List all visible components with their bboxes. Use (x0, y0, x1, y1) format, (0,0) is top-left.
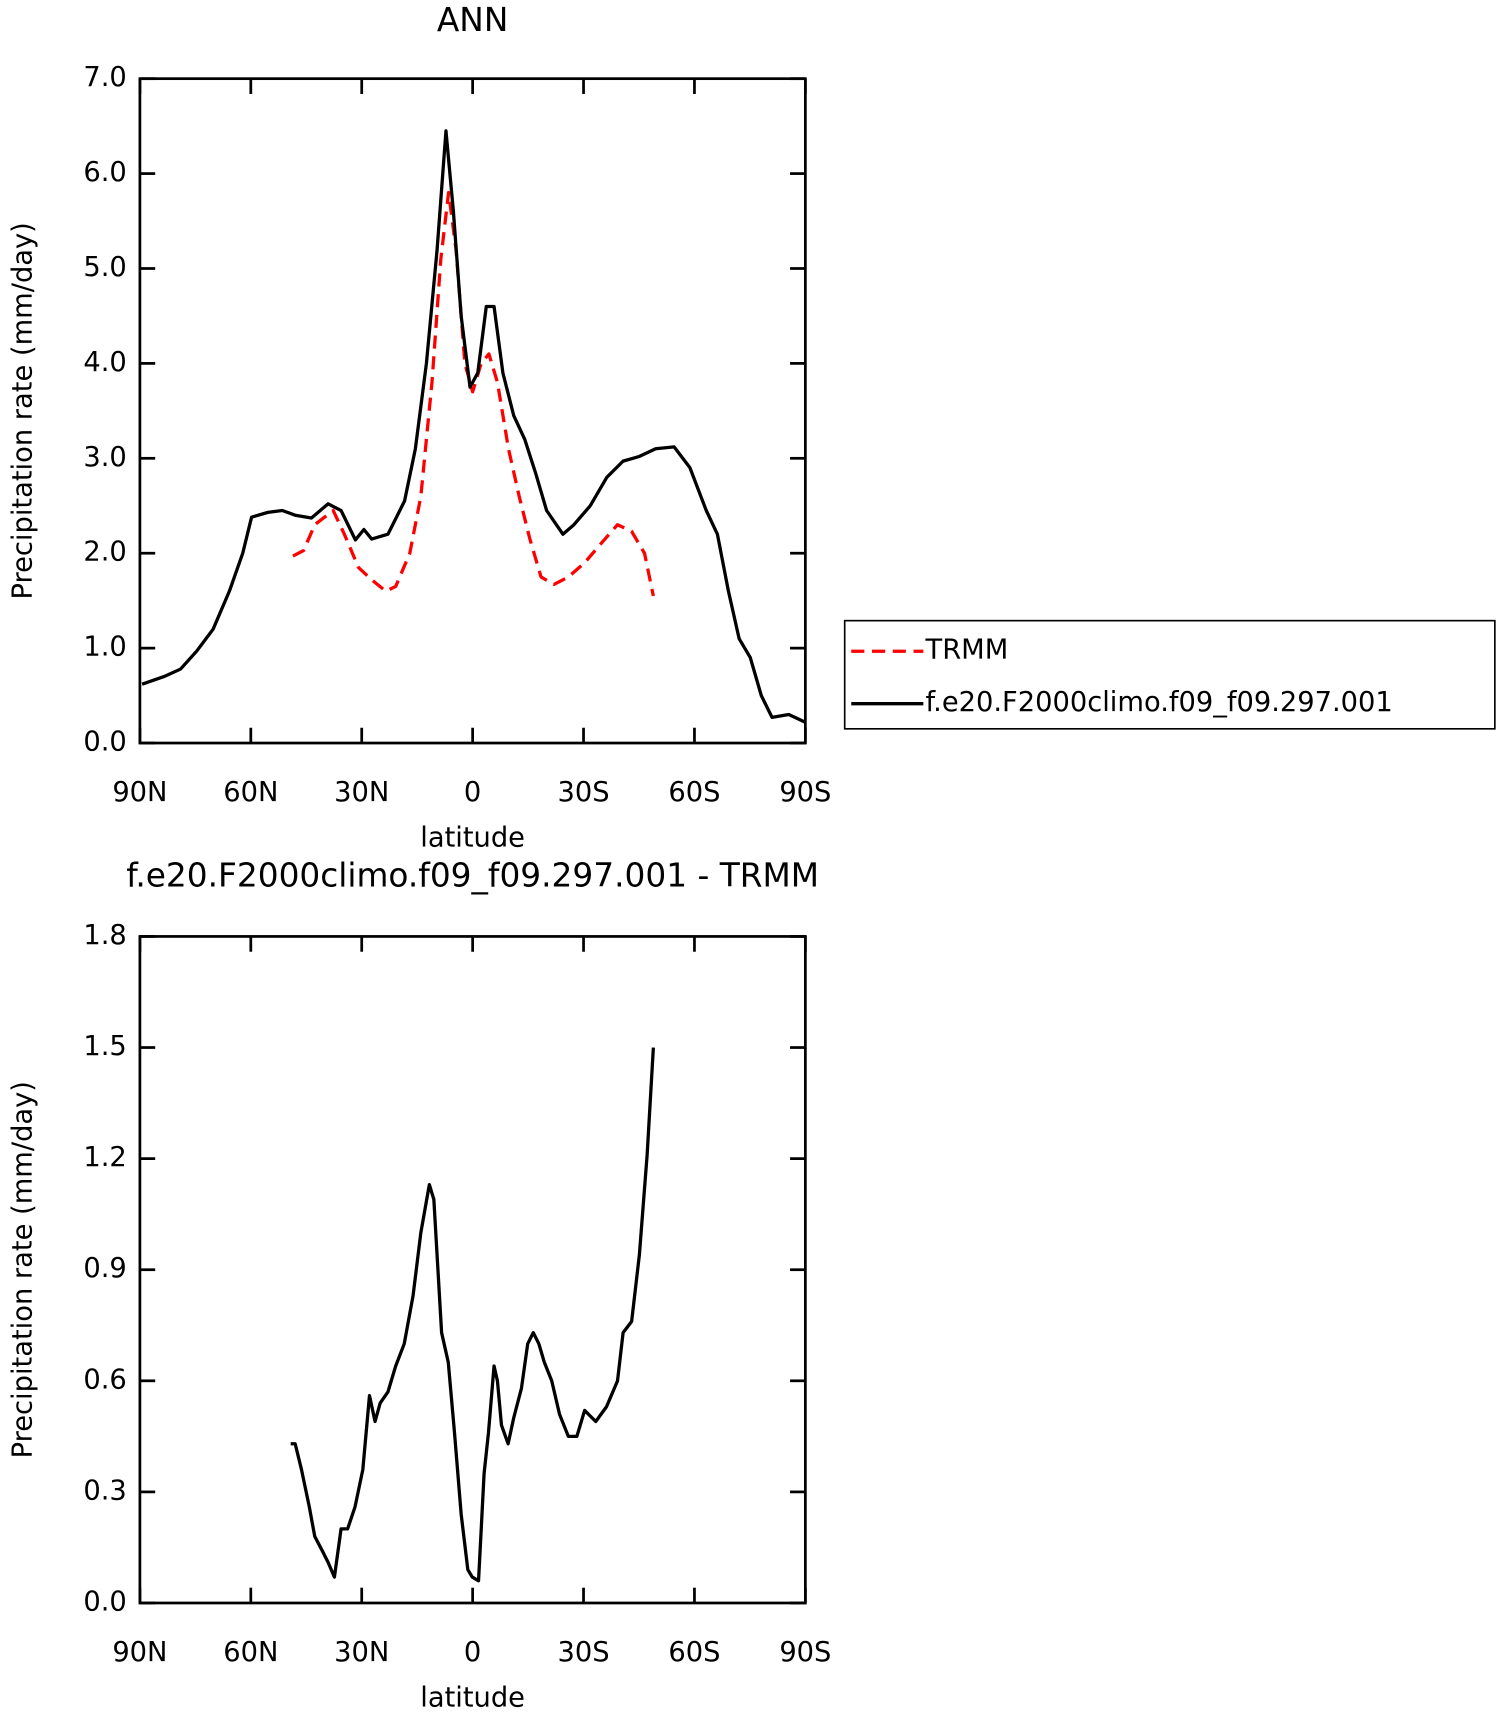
x-tick-label: 0 (464, 777, 481, 808)
data-line (141, 129, 806, 724)
x-axis-label: latitude (420, 823, 525, 854)
x-axis-label: latitude (420, 1683, 525, 1714)
y-tick-label: 0.0 (83, 1586, 126, 1617)
x-tick-label: 30S (558, 1637, 610, 1668)
data-line (292, 190, 655, 597)
x-tick-label: 90N (112, 1637, 167, 1668)
y-tick-label: 4.0 (83, 347, 126, 378)
x-tick-label: 30S (558, 777, 610, 808)
x-tick-label: 90N (112, 777, 167, 808)
y-tick-label: 0.3 (83, 1475, 126, 1506)
x-tick-label: 30N (334, 777, 389, 808)
y-tick-label: 0.9 (83, 1253, 126, 1284)
y-tick-label: 1.8 (83, 920, 126, 951)
y-tick-label: 1.2 (83, 1142, 126, 1173)
y-tick-label: 2.0 (83, 537, 126, 568)
x-tick-label: 60N (223, 1637, 278, 1668)
x-tick-label: 60S (668, 1637, 720, 1668)
y-tick-label: 5.0 (83, 252, 126, 283)
chart-title: f.e20.F2000climo.f09_f09.297.001 - TRMM (126, 856, 819, 894)
x-tick-label: 0 (464, 1637, 481, 1668)
plot-frame (138, 935, 807, 1605)
x-tick-label: 90S (779, 777, 831, 808)
x-tick-label: 90S (779, 1637, 831, 1668)
y-tick-label: 0.6 (83, 1364, 126, 1395)
legend-label: TRMM (925, 635, 1009, 666)
y-tick-label: 6.0 (83, 157, 126, 188)
legend-label: f.e20.F2000climo.f09_f09.297.001 (926, 687, 1393, 718)
data-line (290, 1047, 655, 1583)
y-axis-label: Precipitation rate (mm/day) (8, 1081, 39, 1458)
x-tick-label: 60S (668, 777, 720, 808)
y-tick-label: 3.0 (83, 442, 126, 473)
y-tick-label: 0.0 (83, 727, 126, 758)
y-tick-label: 1.0 (83, 632, 126, 663)
x-tick-label: 30N (334, 1637, 389, 1668)
y-tick-label: 7.0 (83, 62, 126, 93)
y-axis-label: Precipitation rate (mm/day) (8, 222, 39, 599)
plot-frame (138, 77, 807, 745)
y-tick-label: 1.5 (83, 1031, 126, 1062)
x-tick-label: 60N (223, 777, 278, 808)
chart-title: ANN (437, 1, 508, 39)
legend-box (843, 619, 1496, 730)
